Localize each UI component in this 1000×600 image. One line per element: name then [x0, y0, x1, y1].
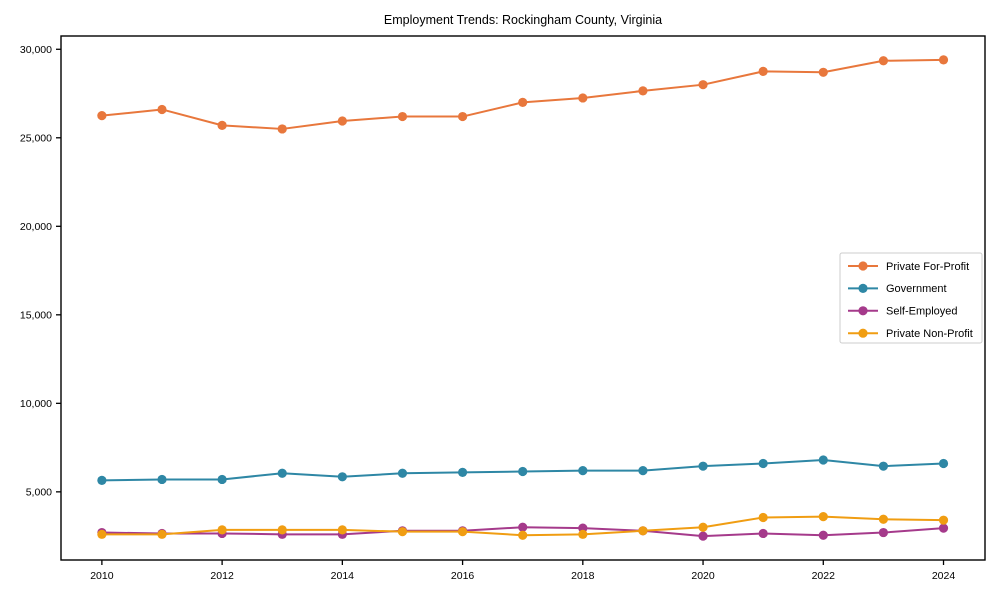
legend-swatch-marker [858, 283, 868, 293]
legend-label: Self-Employed [886, 306, 958, 318]
series-line-private-for-profit [100, 58, 945, 130]
data-point-government [818, 455, 828, 465]
x-tick-label: 2012 [210, 570, 234, 582]
x-tick-label: 2014 [331, 570, 355, 582]
x-tick-label: 2010 [90, 570, 114, 582]
data-point-government [758, 458, 768, 469]
data-point-private-for-profit [277, 124, 287, 134]
x-tick-label: 2024 [932, 570, 956, 582]
data-point-self-employed [818, 530, 828, 540]
data-point-private-non-profit [518, 530, 528, 540]
y-tick-label: 20,000 [20, 221, 52, 233]
data-point-self-employed [878, 527, 889, 538]
data-point-government [698, 461, 708, 471]
data-point-government [518, 466, 528, 477]
data-point-private-for-profit [878, 56, 889, 66]
y-tick-label: 30,000 [20, 44, 52, 56]
data-point-self-employed [758, 528, 768, 539]
data-point-private-for-profit [698, 80, 708, 90]
data-point-private-non-profit [938, 515, 949, 525]
x-tick-label: 2020 [691, 570, 715, 582]
data-point-private-non-profit [97, 529, 107, 539]
data-point-government [337, 472, 347, 482]
data-point-private-non-profit [698, 522, 708, 532]
data-point-government [157, 474, 167, 485]
data-point-private-for-profit [578, 93, 588, 103]
x-tick-label: 2016 [451, 570, 475, 582]
y-tick-label: 10,000 [20, 398, 52, 410]
data-point-private-non-profit [818, 512, 828, 522]
plot-border [60, 35, 986, 561]
y-tick-label: 15,000 [20, 309, 52, 321]
data-point-private-for-profit [217, 120, 227, 130]
data-point-private-for-profit [457, 111, 468, 122]
data-point-private-non-profit [638, 526, 648, 536]
data-point-government [938, 458, 949, 469]
data-point-private-non-profit [217, 525, 227, 535]
y-tick-label: 25,000 [20, 132, 52, 144]
legend-swatch-marker [858, 261, 868, 271]
data-point-government [457, 467, 468, 477]
x-tick-label: 2018 [571, 570, 595, 582]
data-point-private-for-profit [758, 66, 768, 77]
data-point-government [578, 466, 588, 476]
x-tick-label: 2022 [812, 570, 836, 582]
data-point-private-non-profit [157, 529, 167, 539]
data-point-government [878, 461, 889, 471]
data-point-private-for-profit [638, 86, 648, 96]
data-point-government [638, 466, 648, 476]
data-point-private-for-profit [157, 104, 167, 115]
legend-label: Government [886, 283, 947, 295]
data-point-private-non-profit [277, 525, 287, 535]
data-point-private-for-profit [818, 67, 828, 77]
y-tick-label: 5,000 [26, 486, 52, 498]
data-point-self-employed [698, 531, 708, 541]
data-point-private-non-profit [578, 529, 588, 539]
legend-swatch-marker [858, 328, 868, 338]
data-point-government [277, 468, 287, 478]
data-point-self-employed [518, 522, 528, 532]
data-point-private-for-profit [518, 97, 528, 107]
data-point-private-for-profit [337, 116, 347, 126]
legend-box [839, 252, 983, 344]
data-point-government [397, 468, 408, 478]
data-point-private-non-profit [758, 512, 768, 523]
data-point-private-for-profit [938, 55, 949, 65]
data-point-government [97, 475, 107, 485]
chart-title: Employment Trends: Rockingham County, Vi… [383, 13, 663, 27]
legend-label: Private Non-Profit [886, 328, 973, 340]
data-point-private-non-profit [878, 514, 889, 524]
data-point-private-non-profit [397, 527, 408, 537]
legend-label: Private For-Profit [886, 261, 969, 273]
data-point-private-for-profit [97, 111, 107, 121]
data-point-private-non-profit [457, 527, 468, 537]
data-point-self-employed [938, 523, 949, 533]
data-point-private-for-profit [397, 111, 408, 122]
data-point-government [217, 474, 227, 485]
legend-swatch-marker [858, 306, 868, 316]
data-point-private-non-profit [337, 525, 347, 535]
